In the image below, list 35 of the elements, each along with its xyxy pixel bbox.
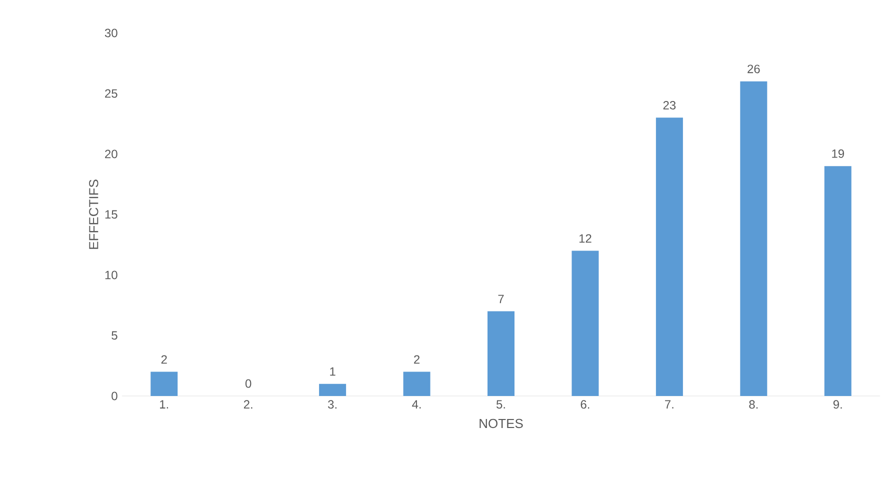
x-tick-label: 3.	[328, 400, 336, 409]
bar	[403, 372, 430, 396]
x-tick-label: 6.	[580, 400, 590, 409]
data-label: 2	[414, 355, 420, 364]
data-label: 26	[748, 64, 760, 74]
bar	[656, 118, 683, 396]
y-tick-label: 15	[105, 210, 118, 219]
data-label: 19	[832, 149, 844, 158]
bar	[488, 311, 515, 396]
y-axis-title: EFFECTIFS	[89, 180, 98, 249]
y-tick-label: 30	[104, 28, 118, 38]
bar	[824, 166, 852, 396]
x-tick-label: 1.	[160, 400, 168, 408]
x-axis-title: NOTES	[480, 418, 523, 428]
data-label: 7	[498, 294, 504, 304]
y-tick-label: 25	[105, 89, 118, 98]
bar	[319, 384, 346, 396]
data-label: 12	[579, 234, 592, 243]
x-tick-label: 4.	[412, 400, 421, 408]
x-tick-label: 7.	[665, 400, 674, 408]
data-label: 2	[161, 355, 167, 364]
x-tick-label: 8.	[749, 400, 758, 409]
data-label: 23	[663, 100, 676, 110]
y-tick-label: 10	[105, 270, 118, 280]
y-tick-label: 0	[112, 392, 118, 400]
bar	[572, 250, 599, 396]
bar	[740, 81, 768, 396]
y-tick-label: 5	[112, 331, 118, 340]
x-tick-label: 9.	[833, 400, 842, 409]
y-tick-label: 20	[105, 150, 118, 158]
x-tick-label: 2.	[244, 400, 252, 409]
data-label: 1	[330, 367, 336, 376]
data-label: 0	[245, 379, 252, 388]
x-tick-label: 5.	[496, 400, 505, 409]
bar	[150, 372, 178, 396]
